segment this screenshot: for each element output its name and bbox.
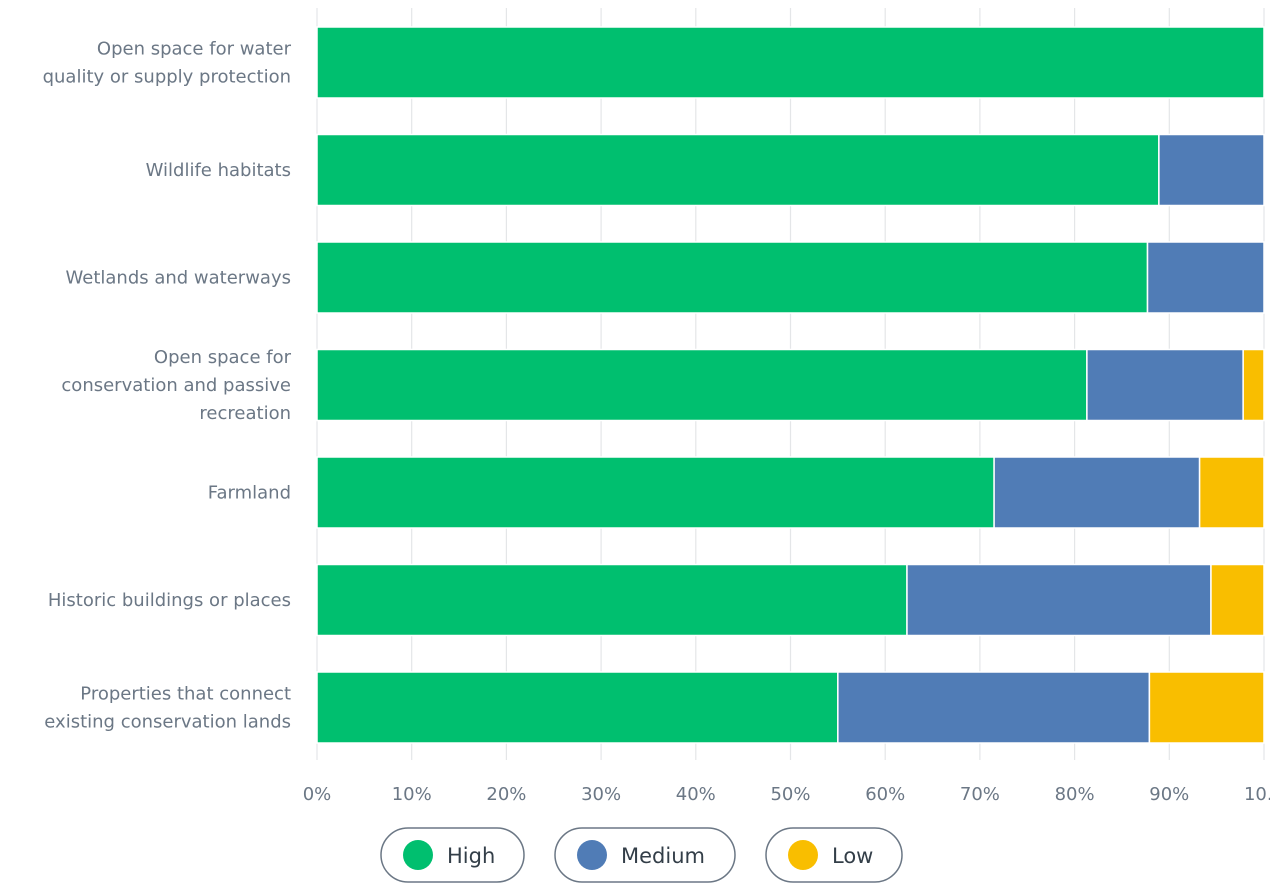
legend-swatch	[788, 840, 818, 870]
bar-high[interactable]	[316, 133, 1160, 207]
legend-label: Low	[832, 844, 873, 868]
legend-swatch	[403, 840, 433, 870]
bar-low[interactable]	[1242, 348, 1265, 422]
category-label: Wildlife habitats	[146, 160, 291, 181]
category-label: Open space for water quality or supply pr…	[43, 39, 292, 88]
legend: High Medium Low	[380, 827, 903, 883]
legend-pill[interactable]	[554, 827, 736, 883]
legend-label: High	[447, 844, 495, 868]
bar-low[interactable]	[1210, 563, 1265, 637]
category-label: Properties that connect existing conserva…	[44, 684, 291, 733]
bar-low[interactable]	[1198, 456, 1265, 529]
x-axis-ticks: 0% 10% 20% 30% 40% 50% 60% 70% 80% 90% 10...	[303, 784, 1270, 805]
bar-medium[interactable]	[1158, 133, 1265, 207]
x-tick-label: 30%	[581, 784, 621, 805]
x-tick-label: 60%	[865, 784, 905, 805]
bar-medium[interactable]	[993, 456, 1201, 529]
bar-high[interactable]	[316, 563, 908, 637]
bar-high[interactable]	[316, 671, 839, 744]
bar-high[interactable]	[316, 26, 1265, 99]
x-tick-label: 40%	[676, 784, 716, 805]
x-tick-label: 50%	[770, 784, 810, 805]
x-tick-label: 20%	[486, 784, 526, 805]
category-label: Historic buildings or places	[48, 590, 291, 611]
legend-item-low[interactable]: Low	[765, 827, 903, 883]
legend-swatch	[577, 840, 607, 870]
bars	[316, 26, 1265, 744]
bar-medium[interactable]	[906, 563, 1212, 637]
category-label: Farmland	[208, 483, 291, 504]
category-label: Wetlands and waterways	[66, 268, 292, 289]
x-tick-label: 0%	[303, 784, 332, 805]
bar-medium[interactable]	[1146, 241, 1265, 314]
bar-high[interactable]	[316, 241, 1149, 314]
x-tick-label: 80%	[1055, 784, 1095, 805]
x-tick-label: 90%	[1149, 784, 1189, 805]
x-tick-label: 10%	[392, 784, 432, 805]
legend-item-high[interactable]: High	[380, 827, 525, 883]
category-labels: Open space for water quality or supply pr…	[43, 39, 292, 733]
legend-label: Medium	[621, 844, 705, 868]
bar-low[interactable]	[1148, 671, 1265, 744]
x-tick-label: 70%	[960, 784, 1000, 805]
bar-high[interactable]	[316, 348, 1088, 422]
x-tick-label: 10...	[1244, 784, 1270, 805]
category-label: Open space for conservation and passive re…	[61, 347, 291, 424]
legend-item-medium[interactable]: Medium	[554, 827, 736, 883]
bar-medium[interactable]	[837, 671, 1151, 744]
bar-medium[interactable]	[1086, 348, 1244, 422]
bar-high[interactable]	[316, 456, 995, 529]
